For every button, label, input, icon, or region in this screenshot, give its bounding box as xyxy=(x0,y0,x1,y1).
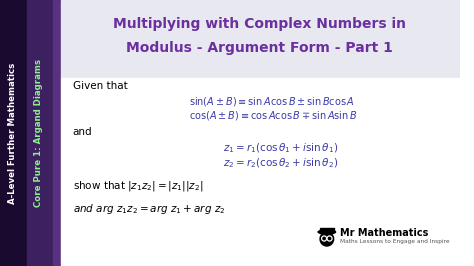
Text: Maths Lessons to Engage and Inspire: Maths Lessons to Engage and Inspire xyxy=(340,239,450,243)
Text: $z_2 = r_2(\cos\theta_2 + i\sin\theta_2)$: $z_2 = r_2(\cos\theta_2 + i\sin\theta_2)… xyxy=(223,156,338,170)
Text: show that $|z_1z_2| = |z_1||z_2|$: show that $|z_1z_2| = |z_1||z_2|$ xyxy=(73,179,203,193)
Circle shape xyxy=(328,237,331,240)
Circle shape xyxy=(327,236,332,241)
Text: $z_1 = r_1(\cos\theta_1 + i\sin\theta_1)$: $z_1 = r_1(\cos\theta_1 + i\sin\theta_1)… xyxy=(223,141,338,155)
Text: A-Level Further Mathematics: A-Level Further Mathematics xyxy=(8,62,17,204)
Text: Multiplying with Complex Numbers in: Multiplying with Complex Numbers in xyxy=(113,17,406,31)
Bar xyxy=(320,228,334,232)
Text: $\sin(A \pm B) \equiv \sin A \cos B \pm \sin B \cos A$: $\sin(A \pm B) \equiv \sin A \cos B \pm … xyxy=(189,95,355,109)
Text: $\cos(A \pm B) \equiv \cos A \cos B \mp \sin A \sin B$: $\cos(A \pm B) \equiv \cos A \cos B \mp … xyxy=(189,110,357,123)
Text: and $\mathit{arg}\ z_1z_2 = \mathit{arg}\ z_1 + \mathit{arg}\ z_2$: and $\mathit{arg}\ z_1z_2 = \mathit{arg}… xyxy=(73,202,225,216)
Ellipse shape xyxy=(318,230,336,234)
Bar xyxy=(0,0,27,266)
Bar xyxy=(27,0,56,266)
Text: Given that: Given that xyxy=(73,81,128,91)
Text: Modulus - Argument Form - Part 1: Modulus - Argument Form - Part 1 xyxy=(127,41,393,55)
Text: Core Pure 1: Argand Diagrams: Core Pure 1: Argand Diagrams xyxy=(34,59,43,207)
Text: and: and xyxy=(73,127,92,137)
Circle shape xyxy=(320,232,334,246)
Text: Mr Mathematics: Mr Mathematics xyxy=(340,228,429,238)
Bar xyxy=(61,0,460,78)
Bar xyxy=(54,0,61,266)
Circle shape xyxy=(322,236,327,241)
Circle shape xyxy=(323,237,325,240)
Bar xyxy=(61,78,460,266)
